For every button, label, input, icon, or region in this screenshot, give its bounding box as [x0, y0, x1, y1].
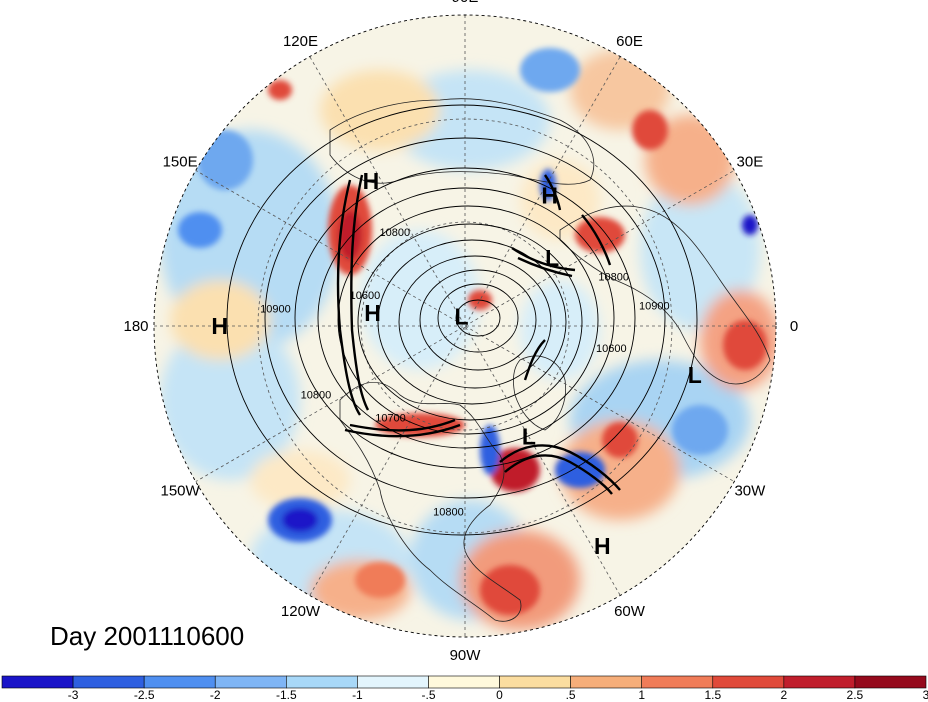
lon-label: 30W: [734, 483, 766, 500]
lon-label: 180: [123, 318, 148, 335]
contour-label: 10800: [301, 390, 332, 402]
colorbar-swatch: [214, 675, 287, 689]
coastline-north-america: [339, 381, 522, 622]
high-pressure-mark: H: [594, 533, 611, 559]
colorbar-tick-label: 1: [638, 688, 645, 702]
colorbar-tick-label: 2.5: [847, 688, 864, 702]
lon-label: 120W: [281, 603, 321, 620]
map-boundary: [153, 14, 777, 638]
low-pressure-mark: L: [688, 362, 702, 388]
day-label: Day 2001110600: [50, 621, 244, 651]
high-pressure-mark: H: [541, 183, 558, 209]
contour-label: 10600: [350, 290, 381, 302]
colorbar-tick-label: -3: [68, 688, 79, 702]
contour-label: 10800: [380, 227, 411, 239]
contour-label: 10900: [260, 304, 291, 316]
pressure-centers: H H L L H H L L H: [211, 168, 701, 559]
contour-label: 10600: [596, 343, 627, 355]
coastline-eurasia: [559, 205, 771, 385]
colorbar-swatch: [641, 675, 714, 689]
high-pressure-mark: H: [211, 313, 228, 339]
coastline-asia-north: [329, 98, 595, 185]
low-pressure-mark: L: [545, 245, 559, 271]
lon-label: 60E: [616, 33, 643, 50]
high-pressure-mark: H: [364, 300, 381, 326]
colorbar-swatch: [428, 675, 500, 689]
height-contours: [226, 104, 698, 536]
colorbar-swatch: [783, 675, 856, 689]
contour-label: 10800: [598, 272, 629, 284]
colorbar-tick-label: 1.5: [704, 688, 721, 702]
contour-label: 10700: [375, 412, 406, 424]
coastline-greenland: [513, 355, 567, 431]
colorbar-swatch: [286, 675, 358, 689]
colorbar-swatch: [854, 675, 927, 689]
colorbar: -3 -2.5 -2 -1.5 -1 -.5 0 .5 1 1.5 2 2.5 3: [1, 675, 928, 702]
jet-contours: [336, 174, 621, 495]
colorbar-tick-label: -1.5: [276, 688, 297, 702]
lon-label: 120E: [283, 33, 318, 50]
colorbar-swatch: [499, 675, 571, 689]
high-pressure-mark: H: [363, 168, 380, 194]
colorbar-tick-label: -1: [352, 688, 363, 702]
contour-label: 10900: [639, 300, 670, 312]
lon-label: 0: [790, 318, 798, 335]
colorbar-swatch: [357, 675, 429, 689]
contour-labels: 10800 10600 10900 10800 10700 10800 10800 10900…: [260, 227, 669, 518]
low-pressure-mark: L: [522, 424, 536, 450]
colorbar-tick-label: 3: [923, 688, 928, 702]
colorbar-tick-label: .5: [566, 688, 576, 702]
colorbar-swatch: [72, 675, 145, 689]
colorbar-tick-label: 2: [780, 688, 787, 702]
colorbar-swatch: [143, 675, 216, 689]
lon-label: 150W: [161, 483, 201, 500]
lon-label: 90E: [452, 0, 479, 6]
contour-label: 10800: [433, 506, 464, 518]
lon-label: 90W: [450, 647, 482, 664]
colorbar-tick-label: -2: [210, 688, 221, 702]
colorbar-swatch: [712, 675, 785, 689]
coastlines: [329, 98, 771, 622]
colorbar-tick-label: -.5: [421, 688, 435, 702]
colorbar-tick-label: 0: [496, 688, 503, 702]
low-pressure-mark: L: [454, 303, 468, 329]
colorbar-tick-label: -2.5: [134, 688, 155, 702]
longitude-labels: 90E 60E 30E 0 30W 60W 90W 120W 150W 180 150E 120E: [123, 0, 798, 664]
colorbar-swatch: [570, 675, 642, 689]
lon-label: 30E: [737, 154, 764, 171]
lon-label: 150E: [163, 154, 198, 171]
colorbar-swatch: [1, 675, 74, 689]
graticule: [154, 15, 776, 637]
lon-label: 60W: [614, 603, 646, 620]
